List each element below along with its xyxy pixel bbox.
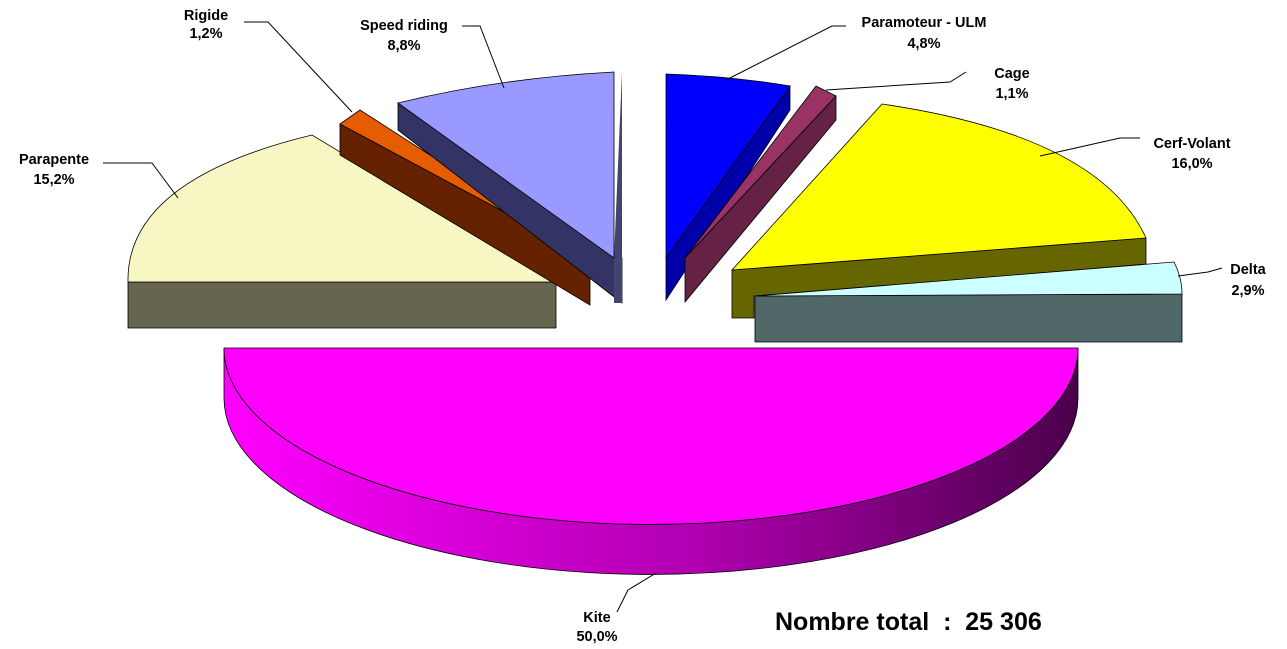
label-cage-name: Cage xyxy=(994,66,1029,82)
slice-kite xyxy=(223,347,1079,575)
slice-speed-riding-front xyxy=(614,72,622,303)
label-parapente-value: 15,2% xyxy=(33,172,74,188)
label-paramoteur-name: Paramoteur - ULM xyxy=(862,15,987,31)
leader-speed-riding xyxy=(462,25,505,89)
label-kite-value: 50,0% xyxy=(576,629,617,645)
slice-cage-top xyxy=(684,85,837,259)
slice-delta-top xyxy=(754,261,1183,297)
label-cerf-volant-value: 16,0% xyxy=(1171,156,1212,172)
slice-parapente-top xyxy=(127,134,558,283)
label-cage-value: 1,1% xyxy=(995,86,1028,102)
slice-delta-side xyxy=(754,293,1183,343)
slice-cage xyxy=(684,85,837,304)
slice-parapente xyxy=(127,134,558,329)
leader-delta xyxy=(1177,267,1223,277)
label-parapente-name: Parapente xyxy=(19,152,89,168)
leader-kite xyxy=(616,572,657,613)
leader-parapente xyxy=(103,162,179,199)
leader-cage xyxy=(825,71,967,91)
slice-kite-top xyxy=(223,347,1079,525)
label-delta-name: Delta xyxy=(1230,262,1266,278)
leader-paramoteur xyxy=(725,25,846,81)
label-cerf-volant-name: Cerf-Volant xyxy=(1153,136,1230,152)
label-kite-name: Kite xyxy=(583,610,610,626)
label-rigide-name: Rigide xyxy=(184,8,228,24)
slice-cerf-volant-top xyxy=(731,103,1147,271)
labels: Kite 50,0% Parapente 15,2% Rigide 1,2% S… xyxy=(19,8,1267,645)
slice-speed-riding xyxy=(397,71,623,304)
total-count-annotation: Nombre total : 25 306 xyxy=(775,608,1042,636)
slice-parapente-side xyxy=(127,281,557,329)
slice-delta xyxy=(754,261,1183,343)
label-delta-value: 2,9% xyxy=(1231,283,1264,299)
label-rigide-value: 1,2% xyxy=(189,26,222,42)
slice-speed-riding-top xyxy=(397,71,615,259)
label-paramoteur-value: 4,8% xyxy=(907,36,940,52)
leader-cerf-volant xyxy=(1039,137,1140,157)
label-speed-riding-name: Speed riding xyxy=(360,18,448,34)
label-speed-riding-value: 8,8% xyxy=(387,38,420,54)
leader-rigide xyxy=(244,21,353,113)
leader-lines xyxy=(103,21,1223,613)
